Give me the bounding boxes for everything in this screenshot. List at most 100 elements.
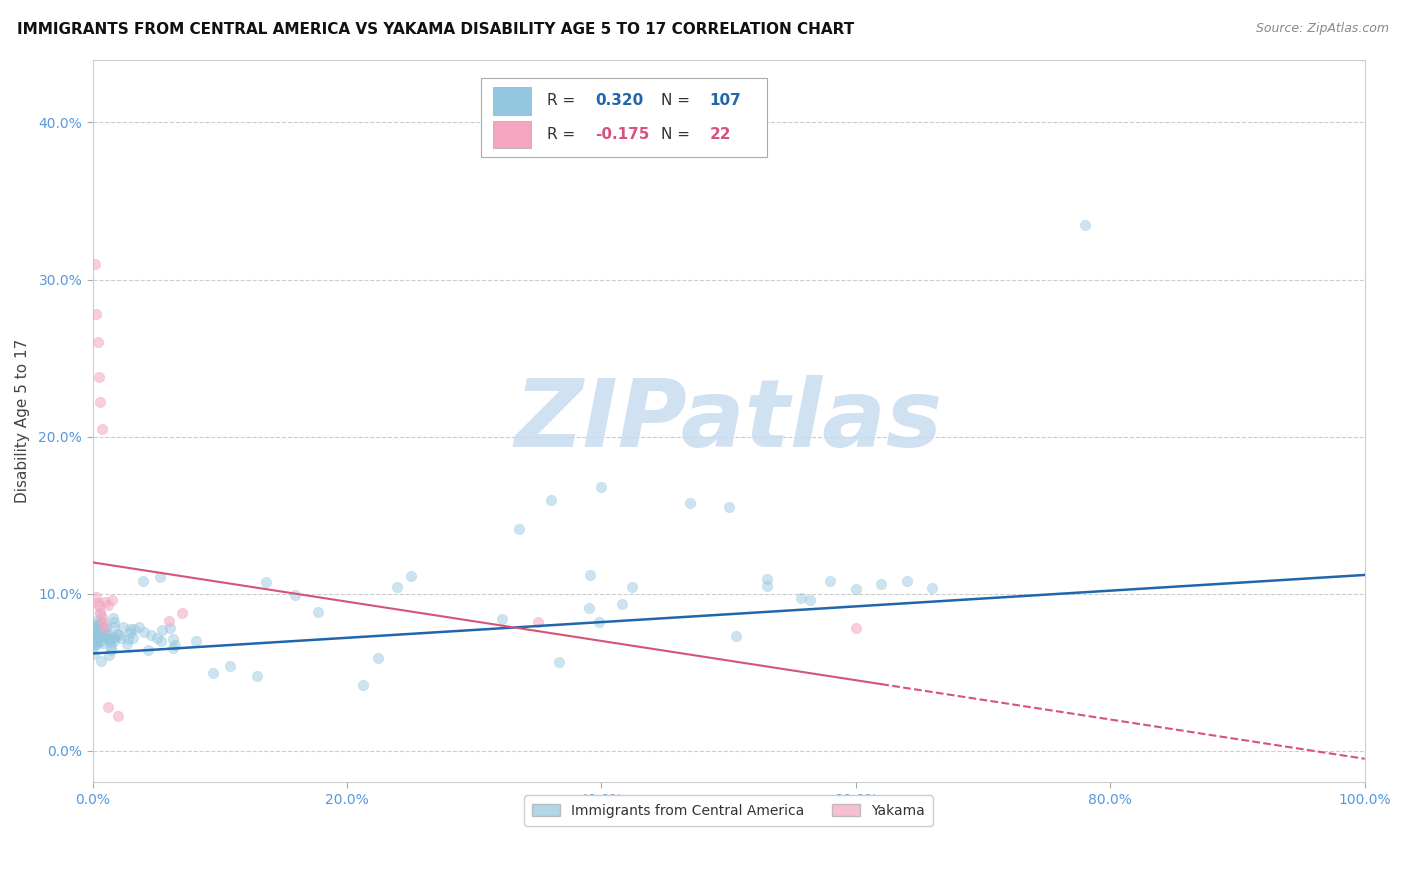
Point — [97, 632, 120, 647]
Point — [82, 640, 104, 654]
Point — [83, 637, 105, 651]
Point — [755, 579, 778, 593]
Point — [508, 522, 530, 536]
Point — [352, 678, 374, 692]
Point — [100, 593, 122, 607]
Point — [100, 640, 122, 655]
Point — [83, 626, 105, 640]
Point — [136, 643, 159, 657]
Point — [620, 580, 643, 594]
Point — [202, 665, 225, 680]
Point — [139, 627, 162, 641]
Point — [90, 625, 112, 640]
Point — [108, 628, 131, 642]
Point — [94, 620, 117, 634]
Text: 0.320: 0.320 — [595, 94, 644, 108]
Point — [83, 648, 105, 662]
Point — [578, 600, 600, 615]
Point — [83, 622, 105, 636]
Point — [83, 625, 105, 640]
Point — [717, 500, 740, 515]
Point — [84, 618, 107, 632]
Text: -0.175: -0.175 — [595, 128, 650, 142]
Point — [103, 630, 125, 644]
Point — [90, 422, 112, 436]
Point — [162, 640, 184, 655]
Point — [790, 591, 813, 606]
Point — [103, 615, 125, 630]
Text: N =: N = — [661, 94, 695, 108]
Point — [755, 572, 778, 586]
Text: Source: ZipAtlas.com: Source: ZipAtlas.com — [1256, 22, 1389, 36]
Point — [86, 620, 108, 634]
Point — [89, 630, 111, 644]
Point — [89, 606, 111, 620]
Point — [367, 651, 389, 665]
Point — [110, 631, 132, 645]
Point — [679, 496, 702, 510]
Point — [87, 599, 110, 614]
Point — [307, 605, 329, 619]
Point — [254, 574, 277, 589]
Point — [896, 574, 918, 589]
Point — [132, 574, 155, 588]
Point — [89, 626, 111, 640]
Point — [540, 492, 562, 507]
Point — [87, 616, 110, 631]
Point — [548, 656, 571, 670]
Point — [122, 631, 145, 645]
Point — [117, 632, 139, 646]
Point — [491, 612, 513, 626]
Point — [725, 630, 748, 644]
Point — [591, 480, 613, 494]
Point — [103, 611, 125, 625]
Point — [98, 648, 121, 662]
Point — [94, 625, 117, 640]
Point — [149, 570, 172, 584]
Y-axis label: Disability Age 5 to 17: Disability Age 5 to 17 — [15, 339, 30, 503]
Point — [100, 642, 122, 657]
Point — [82, 632, 104, 647]
Point — [150, 624, 173, 638]
Point — [86, 307, 108, 321]
Point — [799, 592, 821, 607]
Point — [246, 669, 269, 683]
Point — [97, 700, 120, 714]
Point — [86, 633, 108, 648]
Point — [93, 629, 115, 643]
Text: ZIPatlas: ZIPatlas — [515, 375, 942, 467]
Point — [86, 634, 108, 648]
Point — [90, 629, 112, 643]
Point — [91, 622, 114, 636]
Point — [115, 637, 138, 651]
Point — [870, 577, 893, 591]
Point — [86, 590, 108, 604]
Point — [1074, 218, 1097, 232]
Point — [86, 335, 108, 350]
Point — [86, 632, 108, 647]
Point — [111, 619, 134, 633]
Point — [98, 635, 121, 649]
Point — [86, 630, 108, 644]
Text: 22: 22 — [710, 128, 731, 142]
Point — [84, 257, 107, 271]
Point — [146, 631, 169, 645]
Point — [91, 615, 114, 629]
Point — [89, 606, 111, 620]
Point — [118, 622, 141, 636]
Point — [284, 588, 307, 602]
Point — [86, 630, 108, 644]
Point — [845, 582, 868, 596]
Point — [98, 632, 121, 646]
Point — [157, 614, 180, 628]
Point — [87, 370, 110, 384]
Text: 107: 107 — [710, 94, 741, 108]
Point — [170, 606, 193, 620]
Point — [107, 709, 129, 723]
Point — [84, 615, 107, 629]
Point — [921, 581, 943, 595]
Point — [96, 628, 118, 642]
Point — [162, 632, 184, 647]
Point — [87, 628, 110, 642]
Point — [101, 632, 124, 646]
